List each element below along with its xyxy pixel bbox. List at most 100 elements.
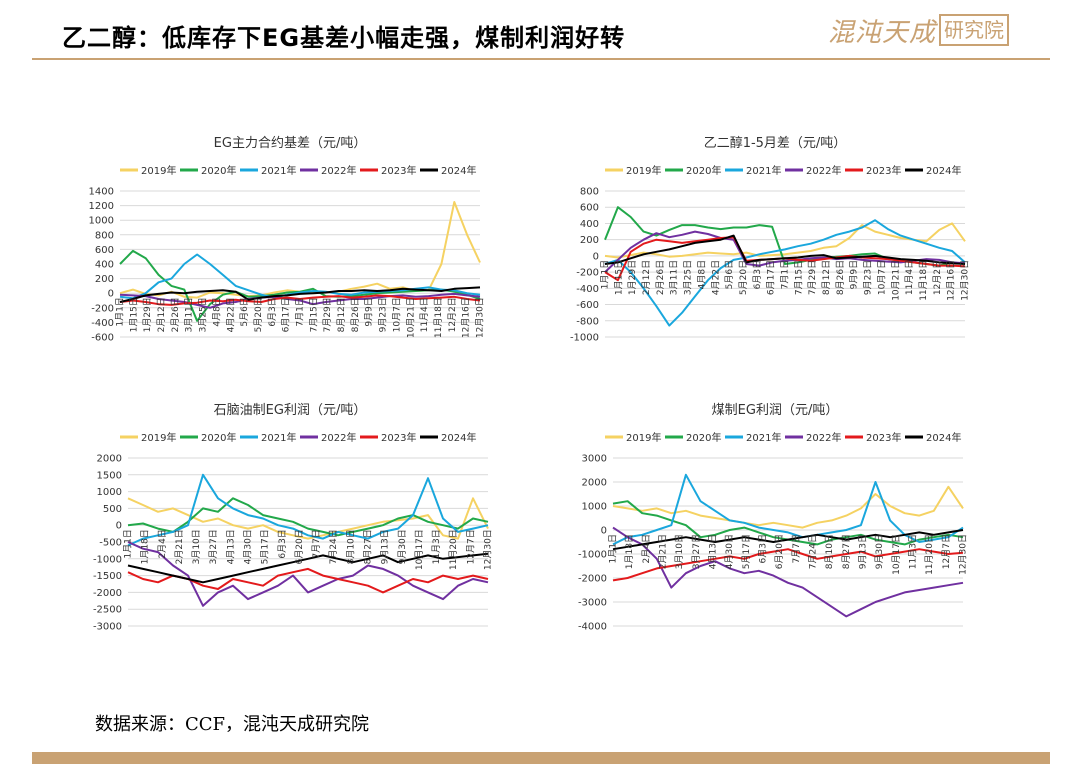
x-tick-label: 1月1日 [600,260,611,289]
legend-item: 2024年 [420,431,476,444]
y-tick-label: -1500 [93,571,122,582]
y-tick-label: 800 [95,230,114,241]
x-tick-label: 6月3日 [277,529,288,558]
x-tick-label: 8月26日 [835,260,846,295]
y-tick-label: -500 [99,538,122,549]
y-tick-label: 200 [95,274,114,285]
x-tick-label: 3月11日 [669,260,680,295]
x-tick-label: 6月17日 [281,297,292,332]
series-line [604,206,966,267]
chart-eg-1-5-spread: 乙二醇1-5月差（元/吨） 2019年 2020年 2021年 2022年 2023年 20… [565,125,985,355]
legend-label: 2020年 [201,431,236,444]
legend-item: 2024年 [905,431,961,444]
legend-item: 2022年 [300,431,356,444]
x-tick-label: 8月27日 [841,534,852,569]
chart-svg: 乙二醇1-5月差（元/吨） 2019年 2020年 2021年 2022年 2023年 20… [570,135,971,344]
x-tick-label: 10月21日 [405,297,416,338]
y-tick-label: 2000 [97,454,122,465]
y-tick-label: 200 [580,235,599,246]
x-tick-label: 10月17日 [891,534,902,575]
x-tick-label: 8月10日 [824,534,835,569]
logo-box-text: 研究院 [939,14,1010,46]
x-tick-label: 2月21日 [174,529,185,564]
x-tick-label: 10月7日 [391,297,402,332]
y-tick-label: -400 [91,318,114,329]
x-tick-label: 3月10日 [191,529,202,564]
x-tick-label: 3月11日 [184,297,195,332]
legend-label: 2024年 [926,164,961,177]
x-tick-label: 12月30日 [475,297,486,338]
legend-label: 2020年 [686,431,721,444]
x-tick-label: 4月30日 [724,534,735,569]
page-title: 乙二醇：低库存下EG基差小幅走强，煤制利润好转 [62,24,626,52]
x-tick-label: 11月4日 [419,297,430,332]
x-tick-label: 5月6日 [239,297,250,326]
x-tick-label: 8月10日 [345,529,356,564]
x-tick-label: 12月7日 [465,529,476,564]
y-tick-label: -800 [576,316,599,327]
legend-label: 2019年 [141,164,176,177]
x-tick-label: 7月7日 [311,529,322,558]
y-tick-label: -200 [576,268,599,279]
legend-label: 2024年 [441,164,476,177]
y-tick-label: -400 [576,284,599,295]
y-tick-label: 0 [593,251,599,262]
x-tick-label: 2月4日 [641,534,652,563]
chart-eg-basis: EG主力合约基差（元/吨） 2019年 2020年 2021年 2022年 2023年 20… [80,125,500,355]
x-tick-label: 10月7日 [876,260,887,295]
x-tick-label: 1月18日 [624,534,635,569]
footer-bar [32,752,1050,764]
legend-label: 2023年 [381,164,416,177]
legend-item: 2020年 [180,164,236,177]
x-tick-label: 9月9日 [364,297,375,326]
x-tick-label: 11月4日 [904,260,915,295]
series-line [612,548,964,582]
x-tick-label: 2月21日 [658,534,669,569]
y-tick-label: 1500 [97,470,122,481]
x-tick-label: 8月12日 [821,260,832,295]
x-tick-label: 12月2日 [447,297,458,332]
legend-label: 2024年 [926,431,961,444]
legend-item: 2020年 [180,431,236,444]
x-tick-label: 2月12日 [156,297,167,332]
x-tick-label: 7月1日 [780,260,791,289]
x-tick-label: 11月3日 [431,529,442,564]
y-tick-label: 1000 [89,216,114,227]
series-line [127,473,489,547]
x-tick-label: 7月29日 [322,297,333,332]
x-tick-label: 9月13日 [858,534,869,569]
x-tick-label: 8月26日 [350,297,361,332]
y-tick-label: 2000 [582,478,607,489]
x-tick-label: 3月25日 [198,297,209,332]
x-tick-label: 6月20日 [294,529,305,564]
y-tick-label: 0 [601,526,607,537]
chart-title: 乙二醇1-5月差（元/吨） [704,135,847,151]
legend-label: 2022年 [321,431,356,444]
x-tick-label: 3月27日 [208,529,219,564]
x-tick-label: 7月29日 [807,260,818,295]
y-tick-label: -600 [576,300,599,311]
chart-naphtha-eg-profit: 石脑油制EG利润（元/吨） 2019年 2020年 2021年 2022年 2023年 20… [80,392,500,642]
legend-label: 2019年 [626,431,661,444]
logo-script-text: 混沌天成 [828,17,937,48]
x-tick-label: 9月23日 [378,297,389,332]
x-tick-label: 9月23日 [863,260,874,295]
x-tick-label: 12月30日 [483,529,494,570]
legend-label: 2023年 [866,164,901,177]
legend-item: 2022年 [300,164,356,177]
x-tick-label: 7月15日 [308,297,319,332]
x-tick-label: 5月20日 [738,260,749,295]
y-tick-label: -2000 [93,588,122,599]
y-tick-label: -600 [91,333,114,344]
legend-item: 2021年 [240,431,296,444]
legend-item: 2021年 [240,164,296,177]
x-tick-label: 10月17日 [414,529,425,570]
y-tick-label: 600 [95,245,114,256]
chart-title: 煤制EG利润（元/吨） [712,403,839,418]
x-tick-label: 7月24日 [328,529,339,564]
x-tick-label: 7月7日 [791,534,802,563]
y-tick-label: -3000 [578,598,607,609]
legend-label: 2023年 [866,431,901,444]
x-tick-label: 2月26日 [655,260,666,295]
x-tick-label: 6月3日 [758,534,769,563]
